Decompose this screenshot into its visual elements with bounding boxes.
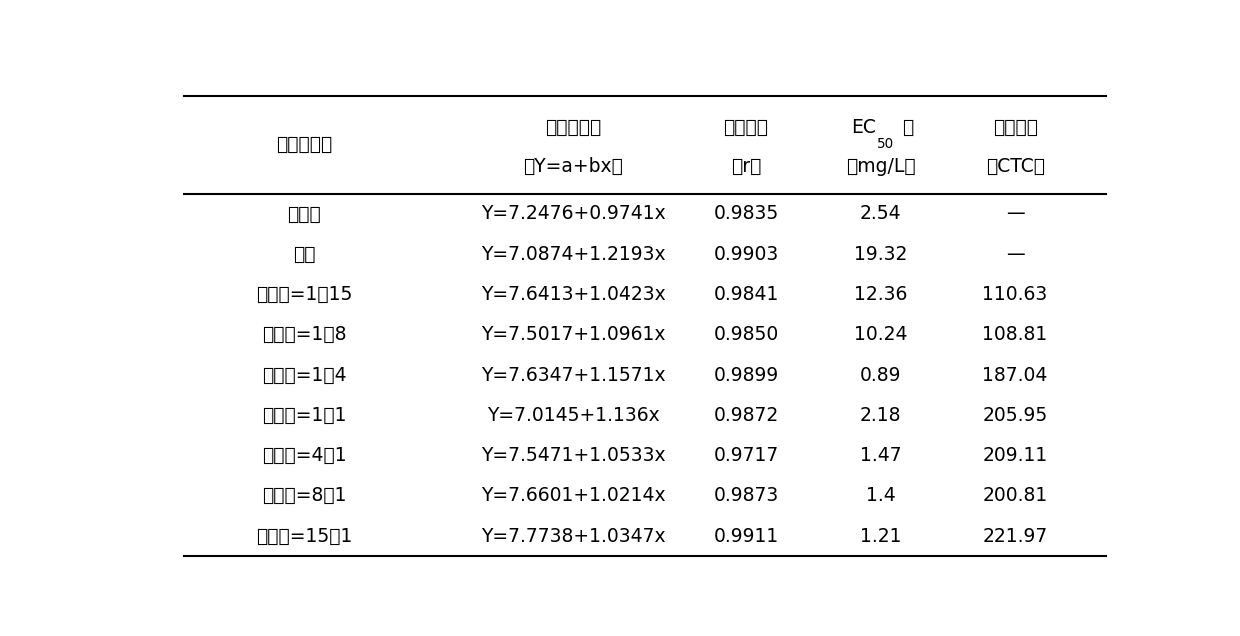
Text: 氟：硫=4：1: 氟：硫=4：1	[262, 446, 346, 465]
Text: （CTC）: （CTC）	[986, 158, 1044, 176]
Text: 110.63: 110.63	[982, 285, 1048, 304]
Text: 10.24: 10.24	[854, 325, 908, 344]
Text: 0.9841: 0.9841	[713, 285, 779, 304]
Text: 0.9850: 0.9850	[713, 325, 779, 344]
Text: （Y=a+bx）: （Y=a+bx）	[523, 158, 622, 176]
Text: （r）: （r）	[730, 158, 761, 176]
Text: 205.95: 205.95	[982, 406, 1048, 425]
Text: 1.4: 1.4	[866, 487, 895, 506]
Text: 12.36: 12.36	[854, 285, 908, 304]
Text: 氟：硫=15：1: 氟：硫=15：1	[255, 527, 352, 546]
Text: 200.81: 200.81	[982, 487, 1048, 506]
Text: 氟：硫=8：1: 氟：硫=8：1	[262, 487, 346, 506]
Text: Y=7.6601+1.0214x: Y=7.6601+1.0214x	[481, 487, 666, 506]
Text: 209.11: 209.11	[982, 446, 1048, 465]
Text: 共毒系数: 共毒系数	[992, 118, 1038, 137]
Text: 硫磺: 硫磺	[293, 245, 315, 264]
Text: 氟：硫=1：8: 氟：硫=1：8	[262, 325, 346, 344]
Text: 1.21: 1.21	[859, 527, 901, 546]
Text: EC: EC	[851, 118, 875, 137]
Text: 187.04: 187.04	[982, 366, 1048, 385]
Text: —: —	[1006, 205, 1024, 223]
Text: 0.9911: 0.9911	[713, 527, 779, 546]
Text: Y=7.0145+1.136x: Y=7.0145+1.136x	[486, 406, 660, 425]
Text: 药剂及配比: 药剂及配比	[275, 135, 332, 155]
Text: 相关系数: 相关系数	[723, 118, 769, 137]
Text: Y=7.7738+1.0347x: Y=7.7738+1.0347x	[481, 527, 666, 546]
Text: 1.47: 1.47	[859, 446, 901, 465]
Text: 2.54: 2.54	[859, 205, 901, 223]
Text: 氟：硫=1：4: 氟：硫=1：4	[262, 366, 346, 385]
Text: 0.89: 0.89	[859, 366, 901, 385]
Text: Y=7.6347+1.1571x: Y=7.6347+1.1571x	[481, 366, 666, 385]
Text: 50: 50	[877, 137, 894, 151]
Text: 2.18: 2.18	[859, 406, 901, 425]
Text: —: —	[1006, 245, 1024, 264]
Text: Y=7.0874+1.2193x: Y=7.0874+1.2193x	[481, 245, 666, 264]
Text: 221.97: 221.97	[982, 527, 1048, 546]
Text: 0.9717: 0.9717	[713, 446, 779, 465]
Text: （mg/L）: （mg/L）	[846, 158, 915, 176]
Text: 108.81: 108.81	[982, 325, 1048, 344]
Text: 氟：硫=1：15: 氟：硫=1：15	[255, 285, 352, 304]
Text: 0.9872: 0.9872	[713, 406, 779, 425]
Text: 0.9899: 0.9899	[713, 366, 779, 385]
Text: 氟：硫=1：1: 氟：硫=1：1	[262, 406, 346, 425]
Text: 氟啊胺: 氟啊胺	[288, 205, 321, 223]
Text: 0.9873: 0.9873	[713, 487, 779, 506]
Text: 值: 值	[901, 118, 913, 137]
Text: 回归方程式: 回归方程式	[544, 118, 601, 137]
Text: Y=7.5017+1.0961x: Y=7.5017+1.0961x	[481, 325, 666, 344]
Text: Y=7.2476+0.9741x: Y=7.2476+0.9741x	[481, 205, 666, 223]
Text: Y=7.6413+1.0423x: Y=7.6413+1.0423x	[481, 285, 666, 304]
Text: Y=7.5471+1.0533x: Y=7.5471+1.0533x	[481, 446, 666, 465]
Text: 0.9903: 0.9903	[713, 245, 779, 264]
Text: 19.32: 19.32	[854, 245, 908, 264]
Text: 0.9835: 0.9835	[713, 205, 779, 223]
